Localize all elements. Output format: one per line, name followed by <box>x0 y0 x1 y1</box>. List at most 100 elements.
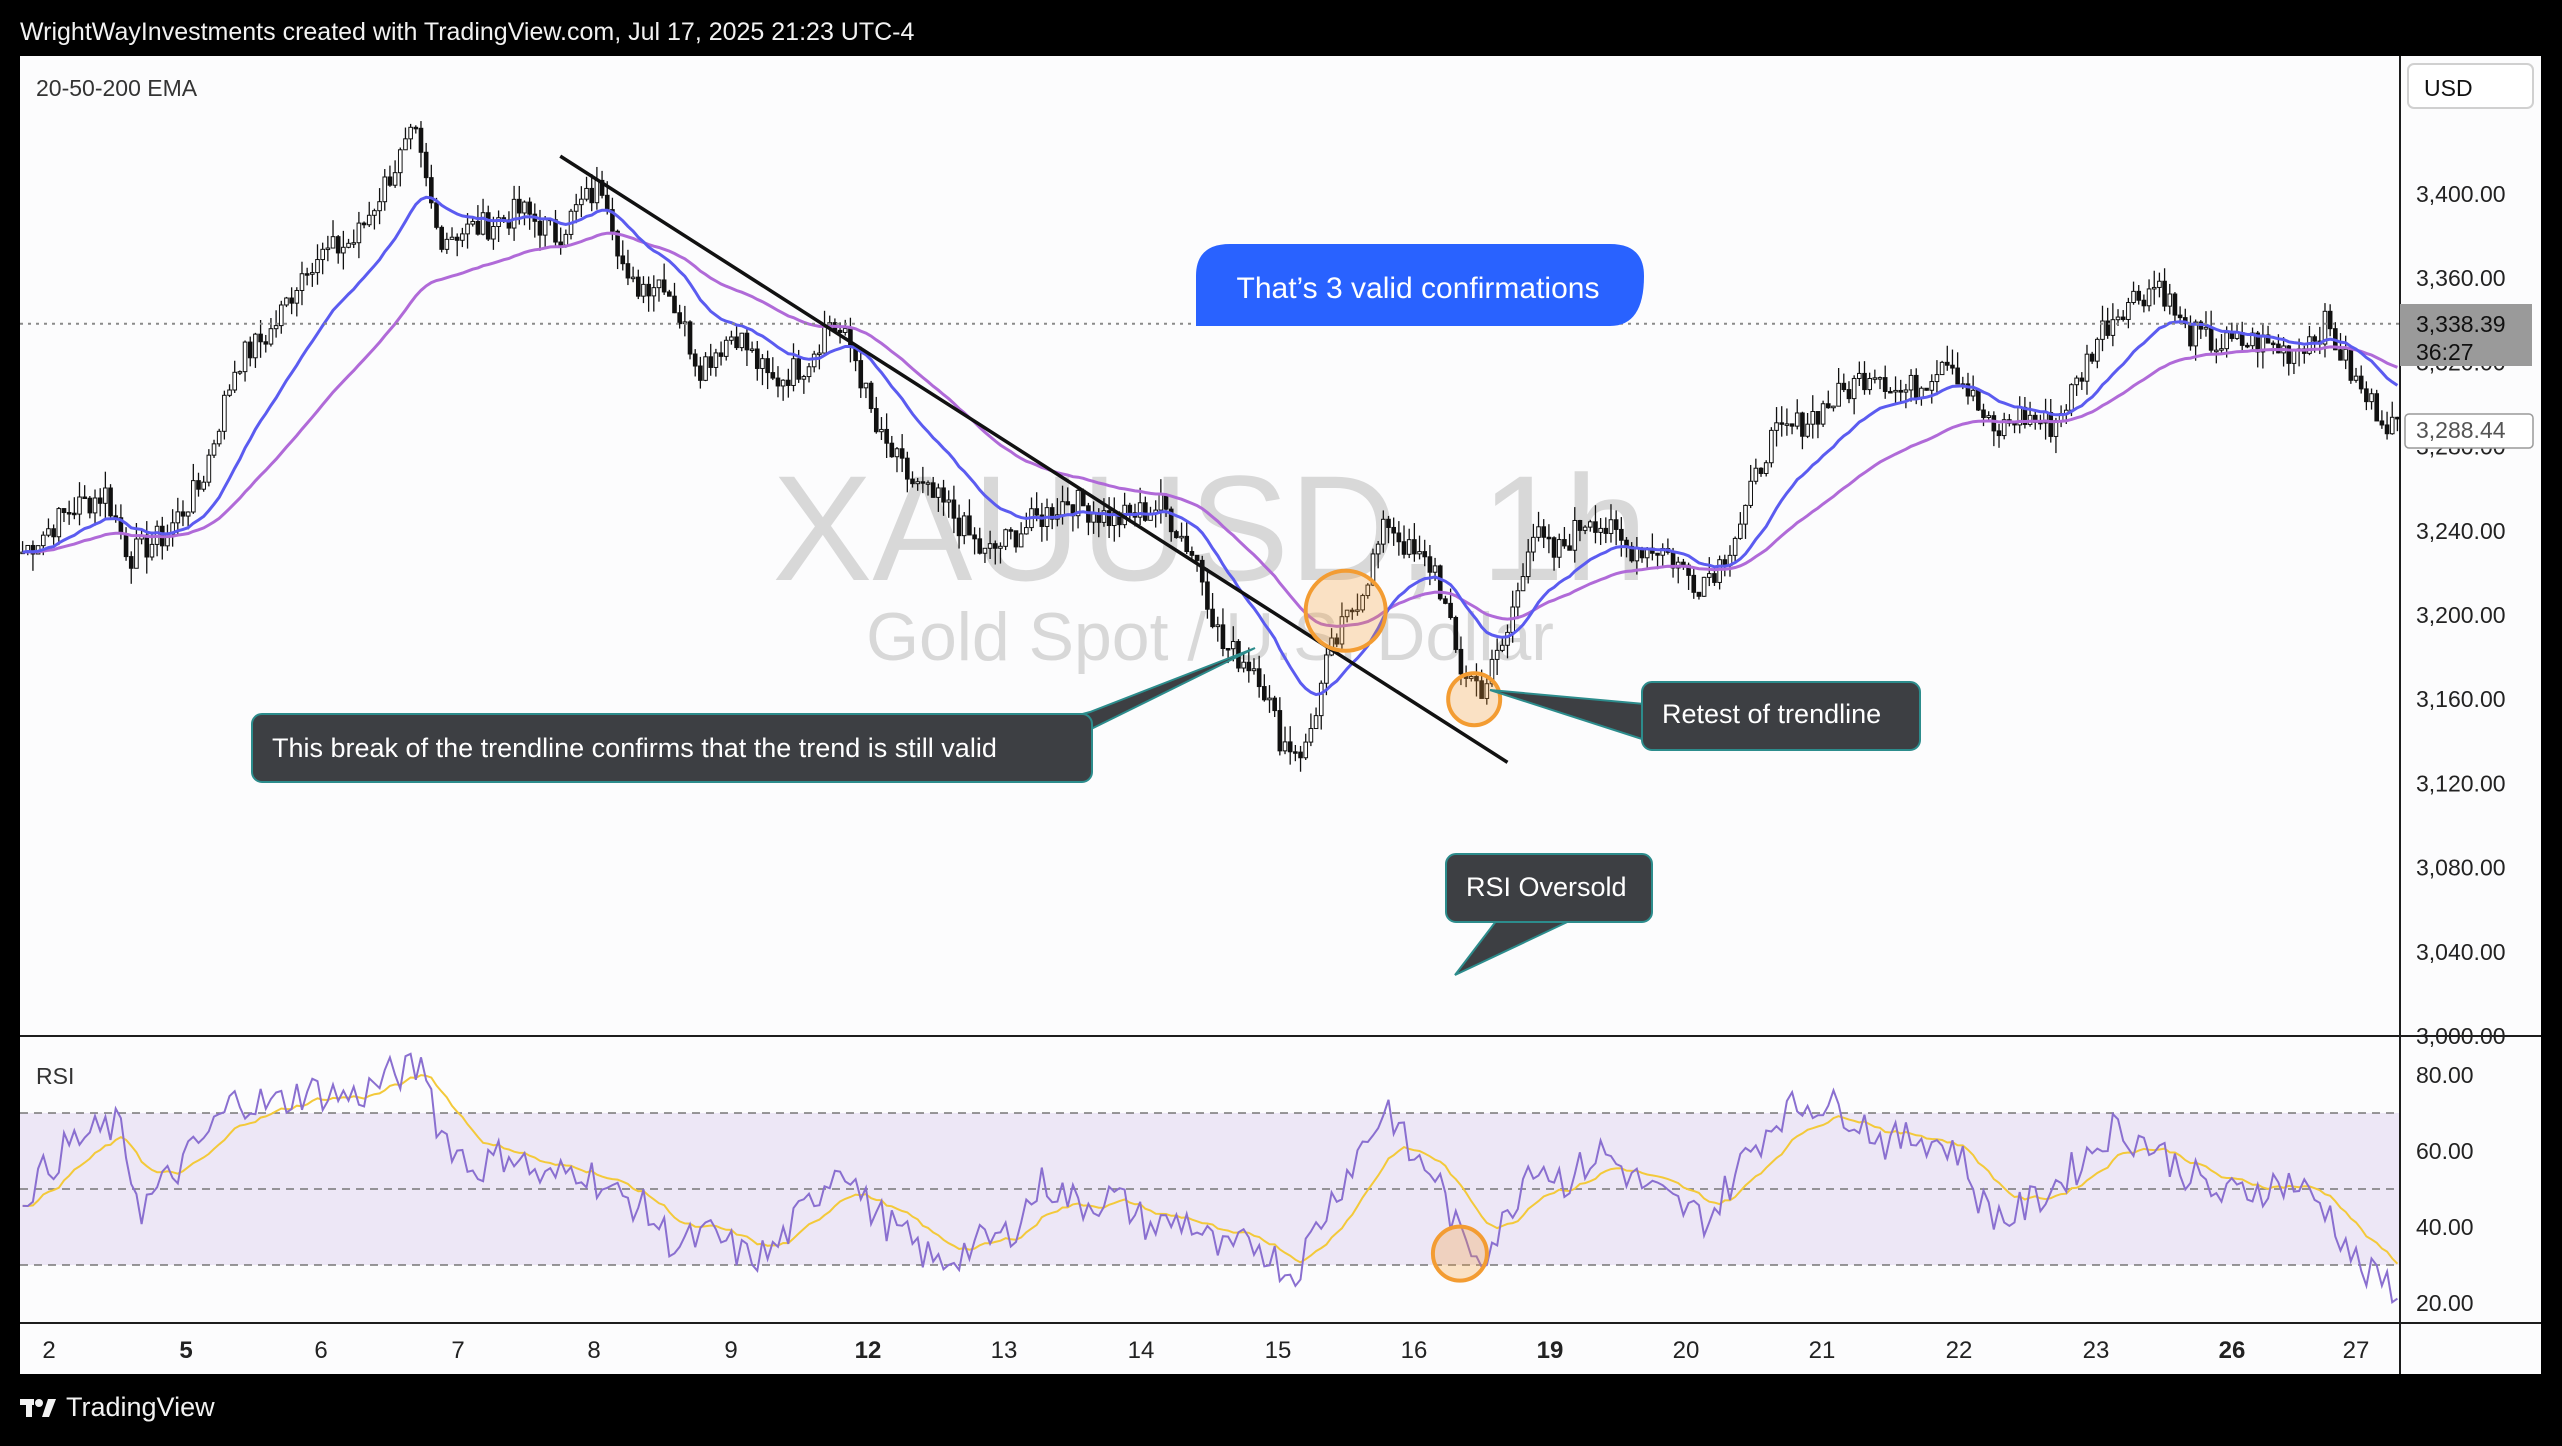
candle-body <box>1422 551 1428 558</box>
candle-body <box>149 543 155 558</box>
candle-body <box>2001 419 2007 437</box>
candle-body <box>1453 616 1459 650</box>
rsi-oversold-circle[interactable] <box>1430 1224 1489 1283</box>
candle-body <box>2048 412 2054 437</box>
candle-body <box>1541 526 1547 538</box>
candle-body <box>356 222 362 244</box>
candle-body <box>278 304 284 327</box>
candle-body <box>1520 576 1526 592</box>
countdown-label: 36:27 <box>2416 339 2474 365</box>
candle-body <box>1034 508 1039 516</box>
candle-body <box>718 352 724 357</box>
candle-body <box>1924 387 1929 391</box>
candle-body <box>1298 751 1303 759</box>
candle-body <box>1246 661 1252 672</box>
candle-body <box>247 341 253 359</box>
candle-body <box>765 358 770 374</box>
candle-body <box>2110 319 2116 336</box>
candle-body <box>196 480 201 490</box>
candle-body <box>1381 518 1386 545</box>
candle-body <box>1598 527 1603 533</box>
candle-body <box>253 333 258 359</box>
candle-body <box>1748 480 1753 506</box>
candle-body <box>1939 361 1945 376</box>
candle-body <box>977 538 983 554</box>
trendline[interactable] <box>559 154 1509 764</box>
candle-body <box>656 279 662 289</box>
candle-body <box>211 443 217 456</box>
candle-body <box>651 287 657 297</box>
time-tick-label: 6 <box>314 1337 327 1364</box>
candle-body <box>2131 290 2136 304</box>
candle-body <box>382 176 388 203</box>
rsi-lines <box>20 1052 2400 1305</box>
candle-body <box>1546 536 1552 540</box>
candle-body <box>2219 348 2224 351</box>
candle-body <box>434 202 439 228</box>
candle-body <box>408 126 413 140</box>
candle-body <box>1862 372 1867 391</box>
tradingview-logo[interactable]: TradingView <box>20 1392 215 1423</box>
candle-body <box>522 201 527 214</box>
candle-body <box>1375 543 1381 555</box>
candle-body <box>2224 332 2229 350</box>
candle-body <box>392 172 398 186</box>
retest-callout-box[interactable] <box>1641 681 1921 751</box>
candle-body <box>1810 411 1816 425</box>
candle-body <box>480 212 486 235</box>
candle-body <box>304 273 310 276</box>
candle-body <box>232 371 238 391</box>
candle-body <box>1551 537 1557 558</box>
candle-body <box>1060 501 1065 516</box>
candle-body <box>1970 389 1976 397</box>
candle-body <box>956 517 962 537</box>
candle-body <box>144 534 150 558</box>
candle-body <box>1468 676 1474 679</box>
candle-body <box>625 263 631 279</box>
candle-body <box>786 379 791 386</box>
time-axis-ticks: 2 5 6 7 8 9 12 13 14 15 16 19 20 21 22 23 26 27 <box>42 1337 2369 1364</box>
candle-body <box>842 328 848 333</box>
candle-body <box>1179 535 1184 539</box>
candle-body <box>2146 288 2152 307</box>
candle-body <box>1815 411 1821 425</box>
candle-body <box>946 499 952 503</box>
candle-body <box>1774 422 1779 431</box>
candle-body <box>2395 416 2400 420</box>
candle-body <box>2120 316 2126 320</box>
candle-body <box>2265 334 2271 344</box>
candle-body <box>2343 348 2348 361</box>
candle-body <box>2193 321 2198 347</box>
candle-body <box>2291 350 2297 364</box>
candle-body <box>1857 372 1862 379</box>
rsi-callout-box[interactable] <box>1445 853 1653 923</box>
candle-body <box>1500 644 1505 651</box>
candle-body <box>366 214 372 226</box>
blue-callout-box[interactable] <box>1196 244 1644 326</box>
candle-body <box>1851 377 1857 400</box>
candle-body <box>273 325 279 330</box>
last-price-box <box>2400 304 2532 366</box>
ema-20-line <box>22 195 2399 697</box>
candle-body <box>615 230 620 257</box>
candle-body <box>817 352 822 356</box>
break-highlight-circle[interactable] <box>1303 568 1388 653</box>
currency-button[interactable] <box>2407 63 2534 109</box>
candle-body <box>2358 375 2364 390</box>
candle-body <box>1603 527 1609 534</box>
candle-body <box>387 176 393 186</box>
candle-body <box>2100 320 2105 340</box>
candle-body <box>1282 741 1288 752</box>
candle-body <box>1753 467 1759 482</box>
candle-body <box>289 297 294 304</box>
candle-body <box>423 151 429 179</box>
candle-body <box>128 556 134 569</box>
candle-body <box>1241 661 1246 669</box>
retest-highlight-circle[interactable] <box>1446 671 1503 728</box>
candle-body <box>1717 559 1722 583</box>
indicator-label: 20-50-200 EMA <box>36 75 198 101</box>
time-tick-label: 8 <box>587 1337 600 1364</box>
candle-body <box>1769 429 1774 464</box>
break-callout-box[interactable] <box>251 713 1093 783</box>
